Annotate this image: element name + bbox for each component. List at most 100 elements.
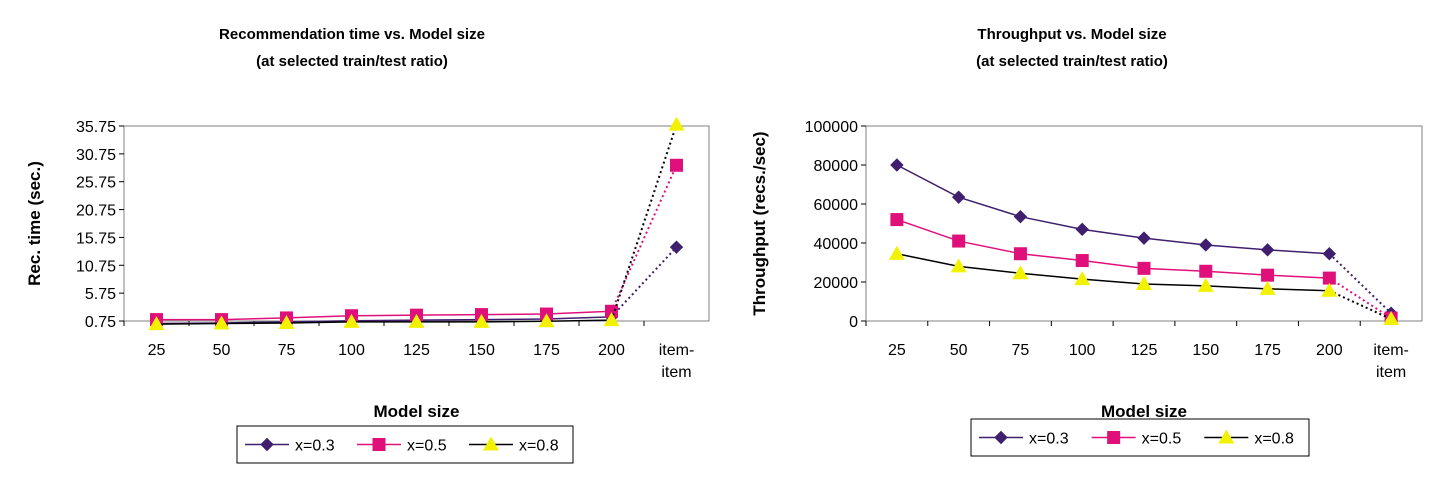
plot-area [865,125,1423,322]
chart-title: Throughput vs. Model size [977,26,1166,43]
data-point-x=0.3-75 [1013,209,1028,224]
series-dotted-line-x=0.5 [610,164,678,312]
data-point-x=0.8-25 [148,316,165,331]
chart-2: Throughput vs. Model size (at selected tr… [750,26,1423,457]
y-axis-title: Rec. time (sec.) [25,161,44,286]
legend-marker-x=0.3 [994,430,1008,445]
data-point-x=0.8-100 [343,313,360,328]
data-point-x=0.5-100 [1075,254,1089,268]
legend-label-x=0.5: x=0.5 [407,438,447,455]
x-tick-label: item-item [1373,342,1409,381]
x-tick-label: 100 [338,342,365,359]
legend-box [236,425,574,464]
x-tick-label: 125 [1131,342,1158,359]
y-tick-label: 5.75 [85,286,116,303]
y-tick-label: 15.75 [76,230,116,247]
x-tick-label: 25 [148,342,166,359]
data-point-x=0.5-125 [1137,261,1151,275]
data-point-x=0.8-item-item [1383,311,1400,326]
y-tick-label: 0.75 [85,314,116,331]
series-line-x=0.5 [156,310,612,321]
data-point-x=0.5-150 [1199,264,1213,278]
data-point-x=0.8-200 [603,312,620,327]
legend-box [970,418,1310,457]
legend-label-x=0.8: x=0.8 [1254,431,1294,448]
x-tick-label: 200 [1316,342,1343,359]
x-axis-title: Model size [1101,402,1187,421]
x-axis-title: Model size [374,402,460,421]
y-tick-label: 30.75 [76,147,116,164]
legend-marker-x=0.3 [260,437,274,452]
data-point-x=0.8-150 [473,313,490,328]
x-tick-label: 50 [213,342,231,359]
data-point-x=0.5-200 [605,304,618,318]
legend-label-x=0.3: x=0.3 [295,438,335,455]
legend-marker-x=0.5 [1107,431,1121,444]
legend-marker-x=0.8 [1218,429,1235,444]
y-tick-label: 40000 [814,236,859,253]
chart-subtitle: (at selected train/test ratio) [976,53,1168,70]
data-point-x=0.3-50 [951,190,966,204]
data-point-x=0.8-50 [950,258,967,273]
x-tick-label: 100 [1069,342,1096,359]
x-tick-label: 175 [1254,342,1281,359]
data-point-x=0.3-125 [1137,231,1151,245]
legend-label-x=0.3: x=0.3 [1029,431,1069,448]
legend-label-x=0.8: x=0.8 [519,438,559,455]
data-point-x=0.5-25 [890,213,904,227]
y-tick-label: 80000 [814,158,859,175]
series-dotted-line-x=0.3 [1328,253,1392,314]
chart-1: Recommendation time vs. Model size (at se… [25,26,710,464]
x-tick-label: 25 [888,342,906,359]
x-tick-label: 150 [1192,342,1219,359]
data-point-x=0.8-150 [1197,277,1214,292]
series-line-x=0.5 [896,218,1330,279]
chart-subtitle: (at selected train/test ratio) [256,53,448,70]
series-dotted-line-x=0.5 [1328,277,1392,319]
x-tick-label: 75 [278,342,296,359]
x-tick-label: 150 [468,342,495,359]
data-point-x=0.3-175 [1260,243,1275,257]
y-tick-label: 25.75 [76,175,116,192]
y-tick-label: 20.75 [76,203,116,220]
x-tick-label: 50 [950,342,968,359]
data-point-x=0.8-75 [1012,265,1029,280]
x-tick-label: item-item [659,342,695,381]
data-point-x=0.5-200 [1322,271,1336,285]
data-point-x=0.8-175 [538,313,555,328]
legend-label-x=0.5: x=0.5 [1142,431,1182,448]
y-tick-label: 60000 [814,197,859,214]
legend-marker-x=0.5 [372,438,386,451]
x-tick-label: 75 [1012,342,1030,359]
series-line-x=0.3 [896,164,1330,255]
data-point-x=0.5-175 [1261,268,1275,282]
series-dotted-line-x=0.3 [610,246,678,318]
data-point-x=0.3-25 [890,158,904,172]
data-point-x=0.8-175 [1259,280,1276,295]
data-point-x=0.8-200 [1321,282,1338,297]
y-tick-label: 0 [849,314,858,331]
plot-area [123,125,710,322]
data-point-x=0.8-75 [278,314,295,329]
data-point-x=0.8-100 [1074,271,1091,286]
y-tick-label: 10.75 [76,258,116,275]
data-point-x=0.8-25 [888,245,905,260]
data-point-x=0.8-item-item [668,116,685,131]
y-axis-title: Throughput (recs./sec) [750,131,769,315]
series-dotted-line-x=0.8 [1328,289,1392,320]
data-point-x=0.3-200 [1322,247,1337,261]
data-point-x=0.3-100 [1075,222,1089,237]
data-point-x=0.8-125 [1136,275,1152,290]
data-point-x=0.3-150 [1199,238,1213,252]
legend: x=0.3 x=0.5 x=0.8 [970,418,1310,457]
y-tick-label: 20000 [814,275,859,292]
series-line-x=0.8 [896,252,1330,292]
y-tick-label: 100000 [805,119,858,136]
data-point-x=0.5-75 [1013,247,1027,261]
data-point-x=0.8-50 [213,315,230,330]
x-tick-label: 200 [598,342,625,359]
data-point-x=0.8-125 [408,313,425,328]
data-point-x=0.5-item-item [670,158,683,172]
series-line-x=0.8 [156,319,612,325]
